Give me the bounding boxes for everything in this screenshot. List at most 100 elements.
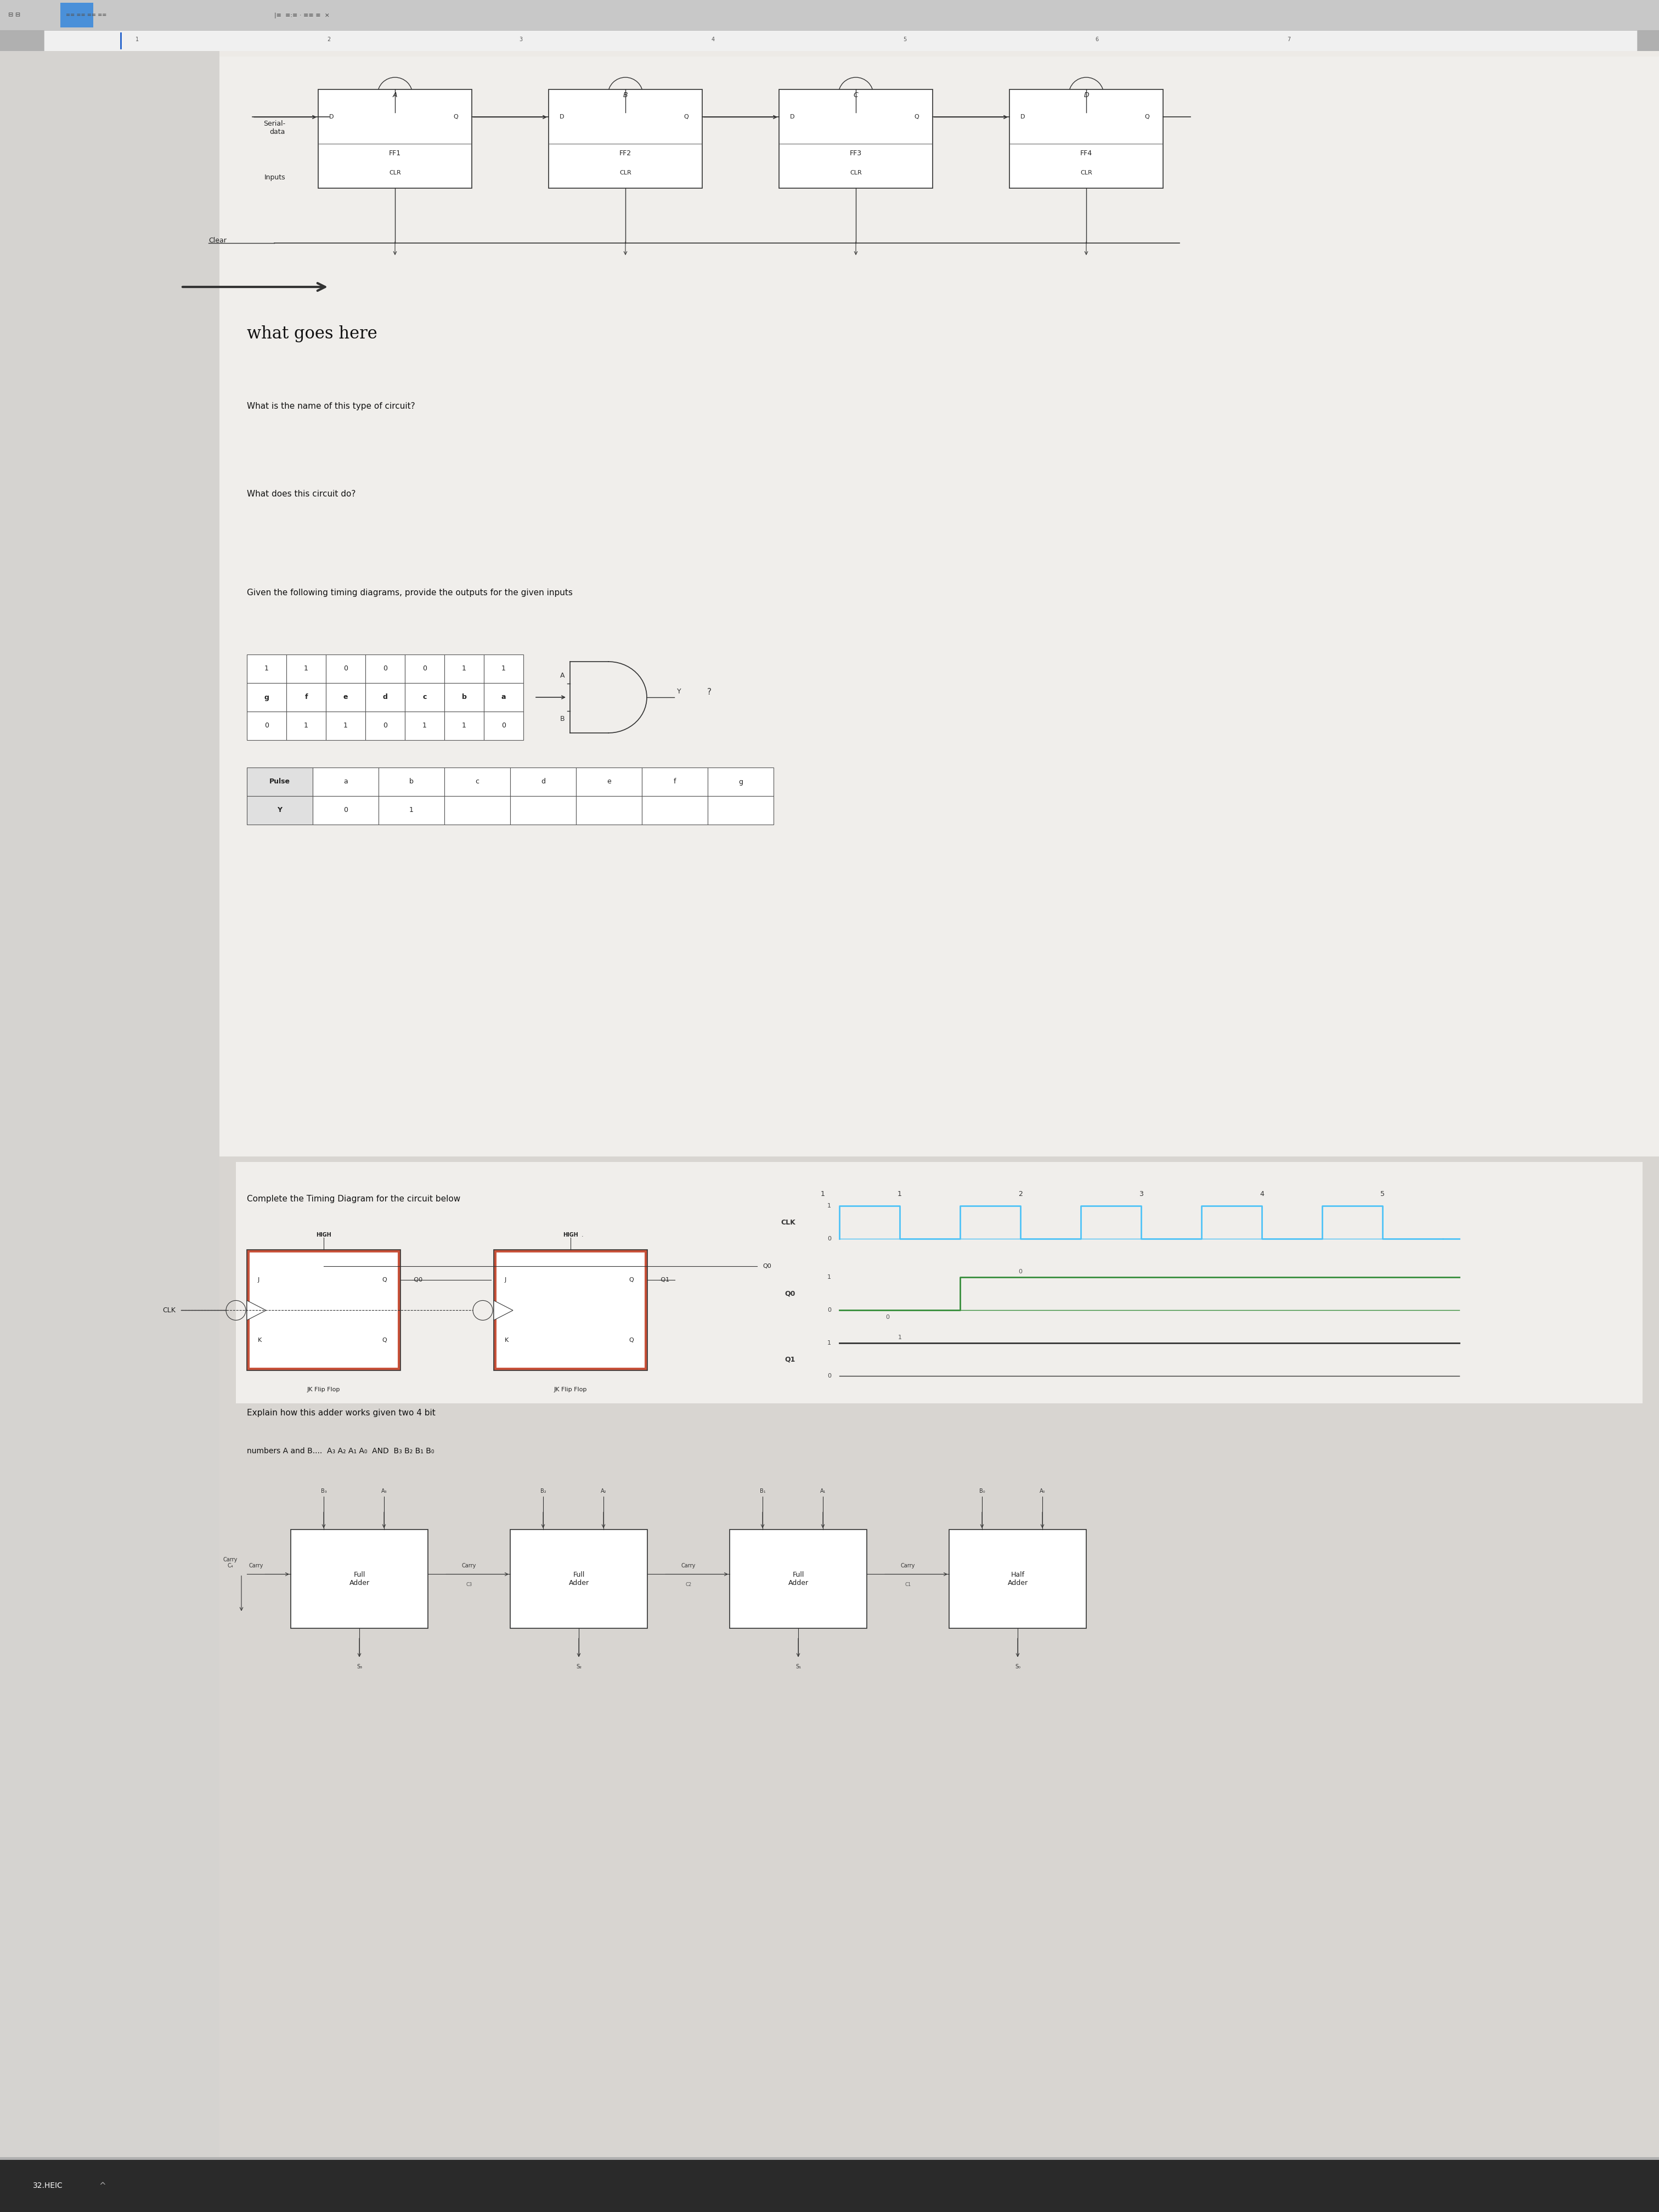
Text: A₁: A₁ [820,1489,826,1493]
Text: J: J [257,1276,259,1283]
Text: |≡  ≡:≡ · ≡≡ ≡  ×: |≡ ≡:≡ · ≡≡ ≡ × [274,13,330,18]
Text: what goes here: what goes here [247,325,377,343]
Text: FF2: FF2 [619,150,632,157]
Bar [290,1531,428,1628]
Text: a: a [501,695,506,701]
Text: D: D [559,115,564,119]
Text: Carry
C₄: Carry C₄ [224,1557,237,1568]
Text: A₂: A₂ [601,1489,606,1493]
Bar [247,712,287,741]
Text: FF4: FF4 [1080,150,1092,157]
Text: c: c [423,695,426,701]
Text: 0: 0 [383,666,387,672]
Text: What is the name of this type of circuit?: What is the name of this type of circuit… [247,403,415,411]
Bar [287,684,325,712]
Text: 0: 0 [383,723,387,730]
Text: Q0: Q0 [785,1290,795,1298]
Bar [445,684,484,712]
Text: 1: 1 [461,666,466,672]
Bar [549,88,702,188]
Bar [511,1531,647,1628]
Bar [708,796,773,825]
Text: Half
Adder: Half Adder [1007,1571,1029,1586]
Text: d: d [383,695,388,701]
Bar [247,796,312,825]
Bar [312,768,378,796]
Text: Carry: Carry [901,1564,916,1568]
Text: 0: 0 [1019,1270,1022,1274]
Text: Complete the Timing Diagram for the circuit below: Complete the Timing Diagram for the circ… [247,1194,461,1203]
Bar [325,655,365,684]
Text: 1: 1 [501,666,506,672]
Text: 0: 0 [343,666,348,672]
Text: Pulse: Pulse [269,779,290,785]
Text: 0: 0 [828,1237,831,1241]
Text: Q: Q [914,115,919,119]
Bar [708,768,773,796]
Text: ≡≡ ≡≡ ≡≡ ≡≡: ≡≡ ≡≡ ≡≡ ≡≡ [66,13,106,18]
Bar [1009,88,1163,188]
Bar [445,655,484,684]
Text: CLR: CLR [1080,170,1092,175]
Text: Inputs: Inputs [264,173,285,181]
Bar [780,88,932,188]
Text: e: e [607,779,611,785]
Bar [219,1157,1659,2157]
Text: K: K [257,1338,262,1343]
Text: B₀: B₀ [979,1489,985,1493]
Text: A₀: A₀ [1040,1489,1045,1493]
Text: D: D [328,115,333,119]
Bar [319,88,471,188]
Text: g: g [264,695,269,701]
Bar [0,51,219,2157]
Text: Carry: Carry [682,1564,695,1568]
Bar [445,796,511,825]
Text: Full
Adder: Full Adder [788,1571,808,1586]
Polygon shape [494,1301,513,1321]
Text: S₁: S₁ [795,1663,801,1670]
Bar [219,51,1659,2157]
Text: b: b [410,779,413,785]
Text: a: a [343,779,348,785]
Text: Explain how this adder works given two 4 bit: Explain how this adder works given two 4… [247,1409,435,1418]
Text: numbers A and B....  A₃ A₂ A₁ A₀  AND  B₃ B₂ B₁ B₀: numbers A and B.... A₃ A₂ A₁ A₀ AND B₃ B… [247,1447,435,1455]
Bar [484,712,523,741]
Text: A₃: A₃ [382,1489,387,1493]
Text: 3: 3 [519,38,523,42]
Text: B: B [559,714,564,723]
Text: 7: 7 [1287,38,1291,42]
Text: 1: 1 [423,723,426,730]
Text: Given the following timing diagrams, provide the outputs for the given inputs: Given the following timing diagrams, pro… [247,588,572,597]
Text: 1: 1 [304,666,309,672]
Bar [378,796,445,825]
Bar [247,655,287,684]
Bar [43,31,1637,51]
Text: S₀: S₀ [1015,1663,1020,1670]
Text: 0: 0 [343,807,348,814]
Bar [0,0,1659,31]
Bar [365,684,405,712]
Text: g: g [738,779,743,785]
Text: ^: ^ [100,2181,106,2190]
Text: b: b [461,695,466,701]
Bar [496,1252,645,1367]
Bar [949,1531,1087,1628]
Text: 1: 1 [264,666,269,672]
Text: Full
Adder: Full Adder [348,1571,370,1586]
Bar [247,684,287,712]
Text: 1: 1 [136,38,139,42]
Text: 1: 1 [898,1336,901,1340]
Text: 1: 1 [461,723,466,730]
Bar [494,1250,647,1371]
Bar [249,1252,398,1367]
Text: 0: 0 [264,723,269,730]
Bar [445,712,484,741]
Text: 5: 5 [1380,1190,1385,1199]
Text: C2: C2 [685,1582,692,1588]
Text: Q: Q [629,1338,634,1343]
Text: A: A [393,91,398,100]
Text: S₃: S₃ [357,1663,362,1670]
Text: Q: Q [684,115,688,119]
Bar [60,2,93,27]
Text: Full
Adder: Full Adder [569,1571,589,1586]
